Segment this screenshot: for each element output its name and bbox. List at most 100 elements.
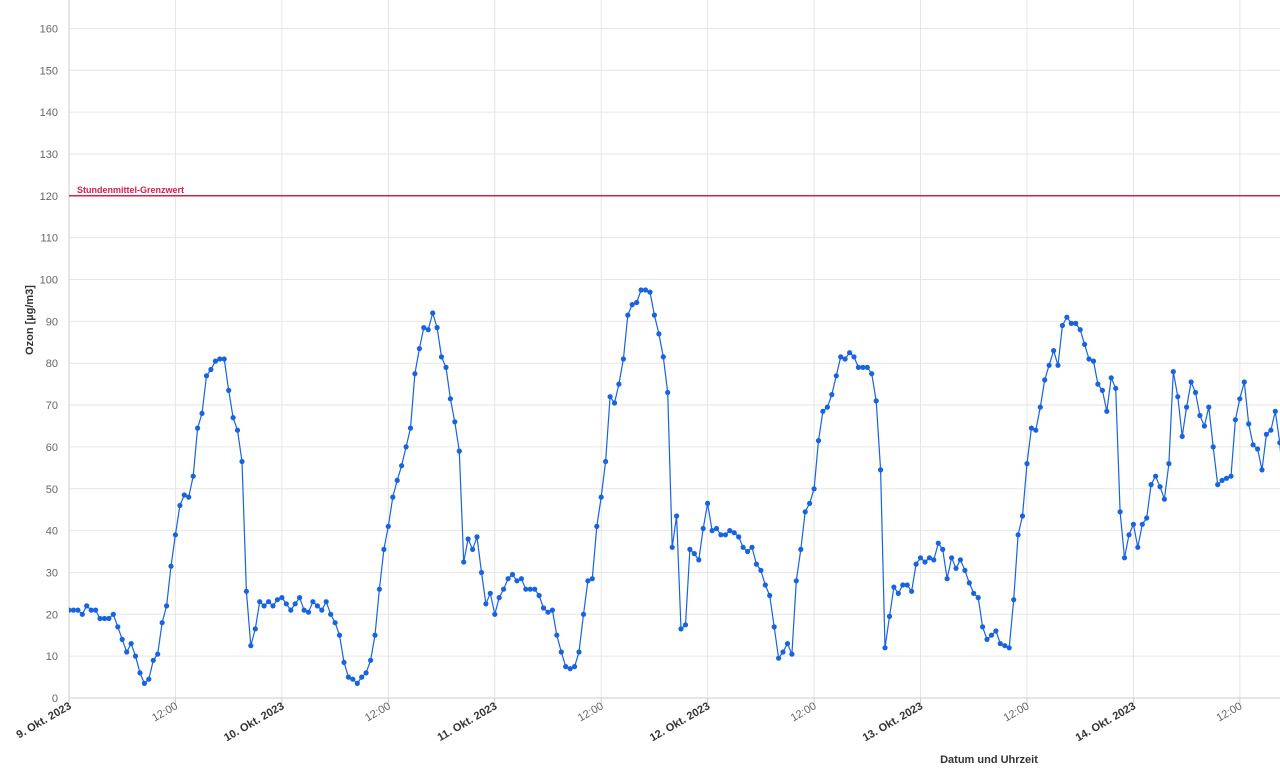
data-point[interactable]	[629, 302, 635, 308]
data-point[interactable]	[855, 364, 862, 370]
data-point[interactable]	[745, 548, 751, 555]
data-point[interactable]	[917, 555, 924, 561]
data-point[interactable]	[1006, 645, 1012, 651]
data-point[interactable]	[736, 534, 742, 540]
data-point[interactable]	[700, 525, 706, 532]
data-point[interactable]	[696, 557, 702, 563]
data-point[interactable]	[1153, 473, 1159, 479]
data-point[interactable]	[1113, 385, 1119, 391]
data-point[interactable]	[239, 458, 245, 465]
data-point[interactable]	[1246, 421, 1252, 427]
data-point[interactable]	[1184, 404, 1190, 410]
data-point[interactable]	[1188, 379, 1194, 385]
data-point[interactable]	[665, 389, 671, 396]
data-point[interactable]	[536, 592, 542, 599]
data-point[interactable]	[1073, 320, 1079, 326]
data-point[interactable]	[505, 576, 511, 582]
data-point[interactable]	[1055, 362, 1061, 368]
data-point[interactable]	[780, 649, 786, 655]
data-point[interactable]	[1232, 417, 1238, 423]
data-point[interactable]	[705, 500, 711, 506]
data-point[interactable]	[199, 410, 205, 416]
data-point[interactable]	[119, 636, 125, 643]
data-point[interactable]	[691, 551, 697, 557]
data-point[interactable]	[953, 565, 959, 571]
data-point[interactable]	[1272, 408, 1278, 414]
data-point[interactable]	[492, 611, 498, 617]
data-point[interactable]	[168, 563, 174, 569]
data-point[interactable]	[789, 651, 795, 657]
data-point[interactable]	[554, 632, 560, 638]
data-point[interactable]	[935, 540, 941, 546]
data-point[interactable]	[988, 632, 995, 638]
data-point[interactable]	[1139, 521, 1145, 527]
data-point[interactable]	[669, 544, 675, 550]
data-point[interactable]	[962, 567, 968, 574]
data-point[interactable]	[1228, 473, 1234, 479]
data-point[interactable]	[1028, 425, 1034, 431]
data-point[interactable]	[913, 561, 919, 567]
data-point[interactable]	[829, 392, 835, 398]
data-point[interactable]	[922, 559, 928, 565]
data-point[interactable]	[824, 404, 831, 410]
data-point[interactable]	[257, 599, 263, 605]
data-point[interactable]	[873, 398, 879, 404]
data-point[interactable]	[385, 523, 391, 530]
data-point[interactable]	[328, 611, 334, 617]
data-point[interactable]	[758, 567, 764, 574]
data-point[interactable]	[1015, 532, 1021, 538]
data-point[interactable]	[984, 636, 990, 643]
data-point[interactable]	[186, 494, 192, 500]
data-point[interactable]	[1019, 513, 1026, 519]
data-point[interactable]	[1157, 484, 1163, 490]
data-point[interactable]	[749, 544, 755, 550]
data-point[interactable]	[1099, 387, 1105, 393]
data-point[interactable]	[509, 571, 516, 578]
data-point[interactable]	[603, 458, 609, 465]
data-point[interactable]	[1241, 379, 1247, 385]
data-point[interactable]	[141, 680, 147, 687]
data-point[interactable]	[523, 586, 529, 592]
data-point[interactable]	[447, 396, 453, 402]
data-point[interactable]	[243, 588, 249, 594]
data-point[interactable]	[642, 287, 649, 293]
data-point[interactable]	[208, 366, 214, 373]
data-point[interactable]	[421, 325, 427, 331]
data-point[interactable]	[288, 607, 294, 613]
data-point[interactable]	[1259, 467, 1265, 473]
data-point[interactable]	[638, 287, 644, 293]
data-point[interactable]	[478, 569, 485, 576]
data-point[interactable]	[572, 664, 578, 670]
data-point[interactable]	[811, 486, 817, 492]
data-point[interactable]	[1104, 408, 1110, 414]
data-point[interactable]	[354, 680, 360, 687]
data-point[interactable]	[496, 595, 502, 601]
data-point[interactable]	[266, 599, 272, 605]
data-point[interactable]	[1255, 446, 1261, 452]
data-point[interactable]	[1130, 521, 1136, 527]
data-point[interactable]	[713, 525, 720, 532]
data-point[interactable]	[722, 532, 729, 538]
data-point[interactable]	[1064, 314, 1070, 320]
data-point[interactable]	[261, 603, 267, 609]
data-point[interactable]	[137, 670, 143, 676]
data-point[interactable]	[101, 615, 108, 622]
data-point[interactable]	[456, 448, 462, 454]
data-point[interactable]	[226, 387, 232, 393]
data-point[interactable]	[1042, 377, 1048, 383]
data-point[interactable]	[1117, 509, 1123, 515]
data-point[interactable]	[1135, 544, 1141, 550]
data-point[interactable]	[487, 590, 493, 597]
data-point[interactable]	[762, 582, 768, 588]
data-point[interactable]	[753, 561, 760, 567]
data-point[interactable]	[607, 394, 613, 400]
data-point[interactable]	[718, 532, 724, 538]
data-point[interactable]	[771, 624, 777, 630]
data-point[interactable]	[514, 578, 520, 584]
data-point[interactable]	[634, 299, 640, 306]
data-point[interactable]	[620, 356, 627, 362]
data-point[interactable]	[1215, 482, 1221, 488]
data-point[interactable]	[124, 649, 130, 655]
data-point[interactable]	[966, 580, 972, 586]
data-point[interactable]	[926, 555, 933, 561]
